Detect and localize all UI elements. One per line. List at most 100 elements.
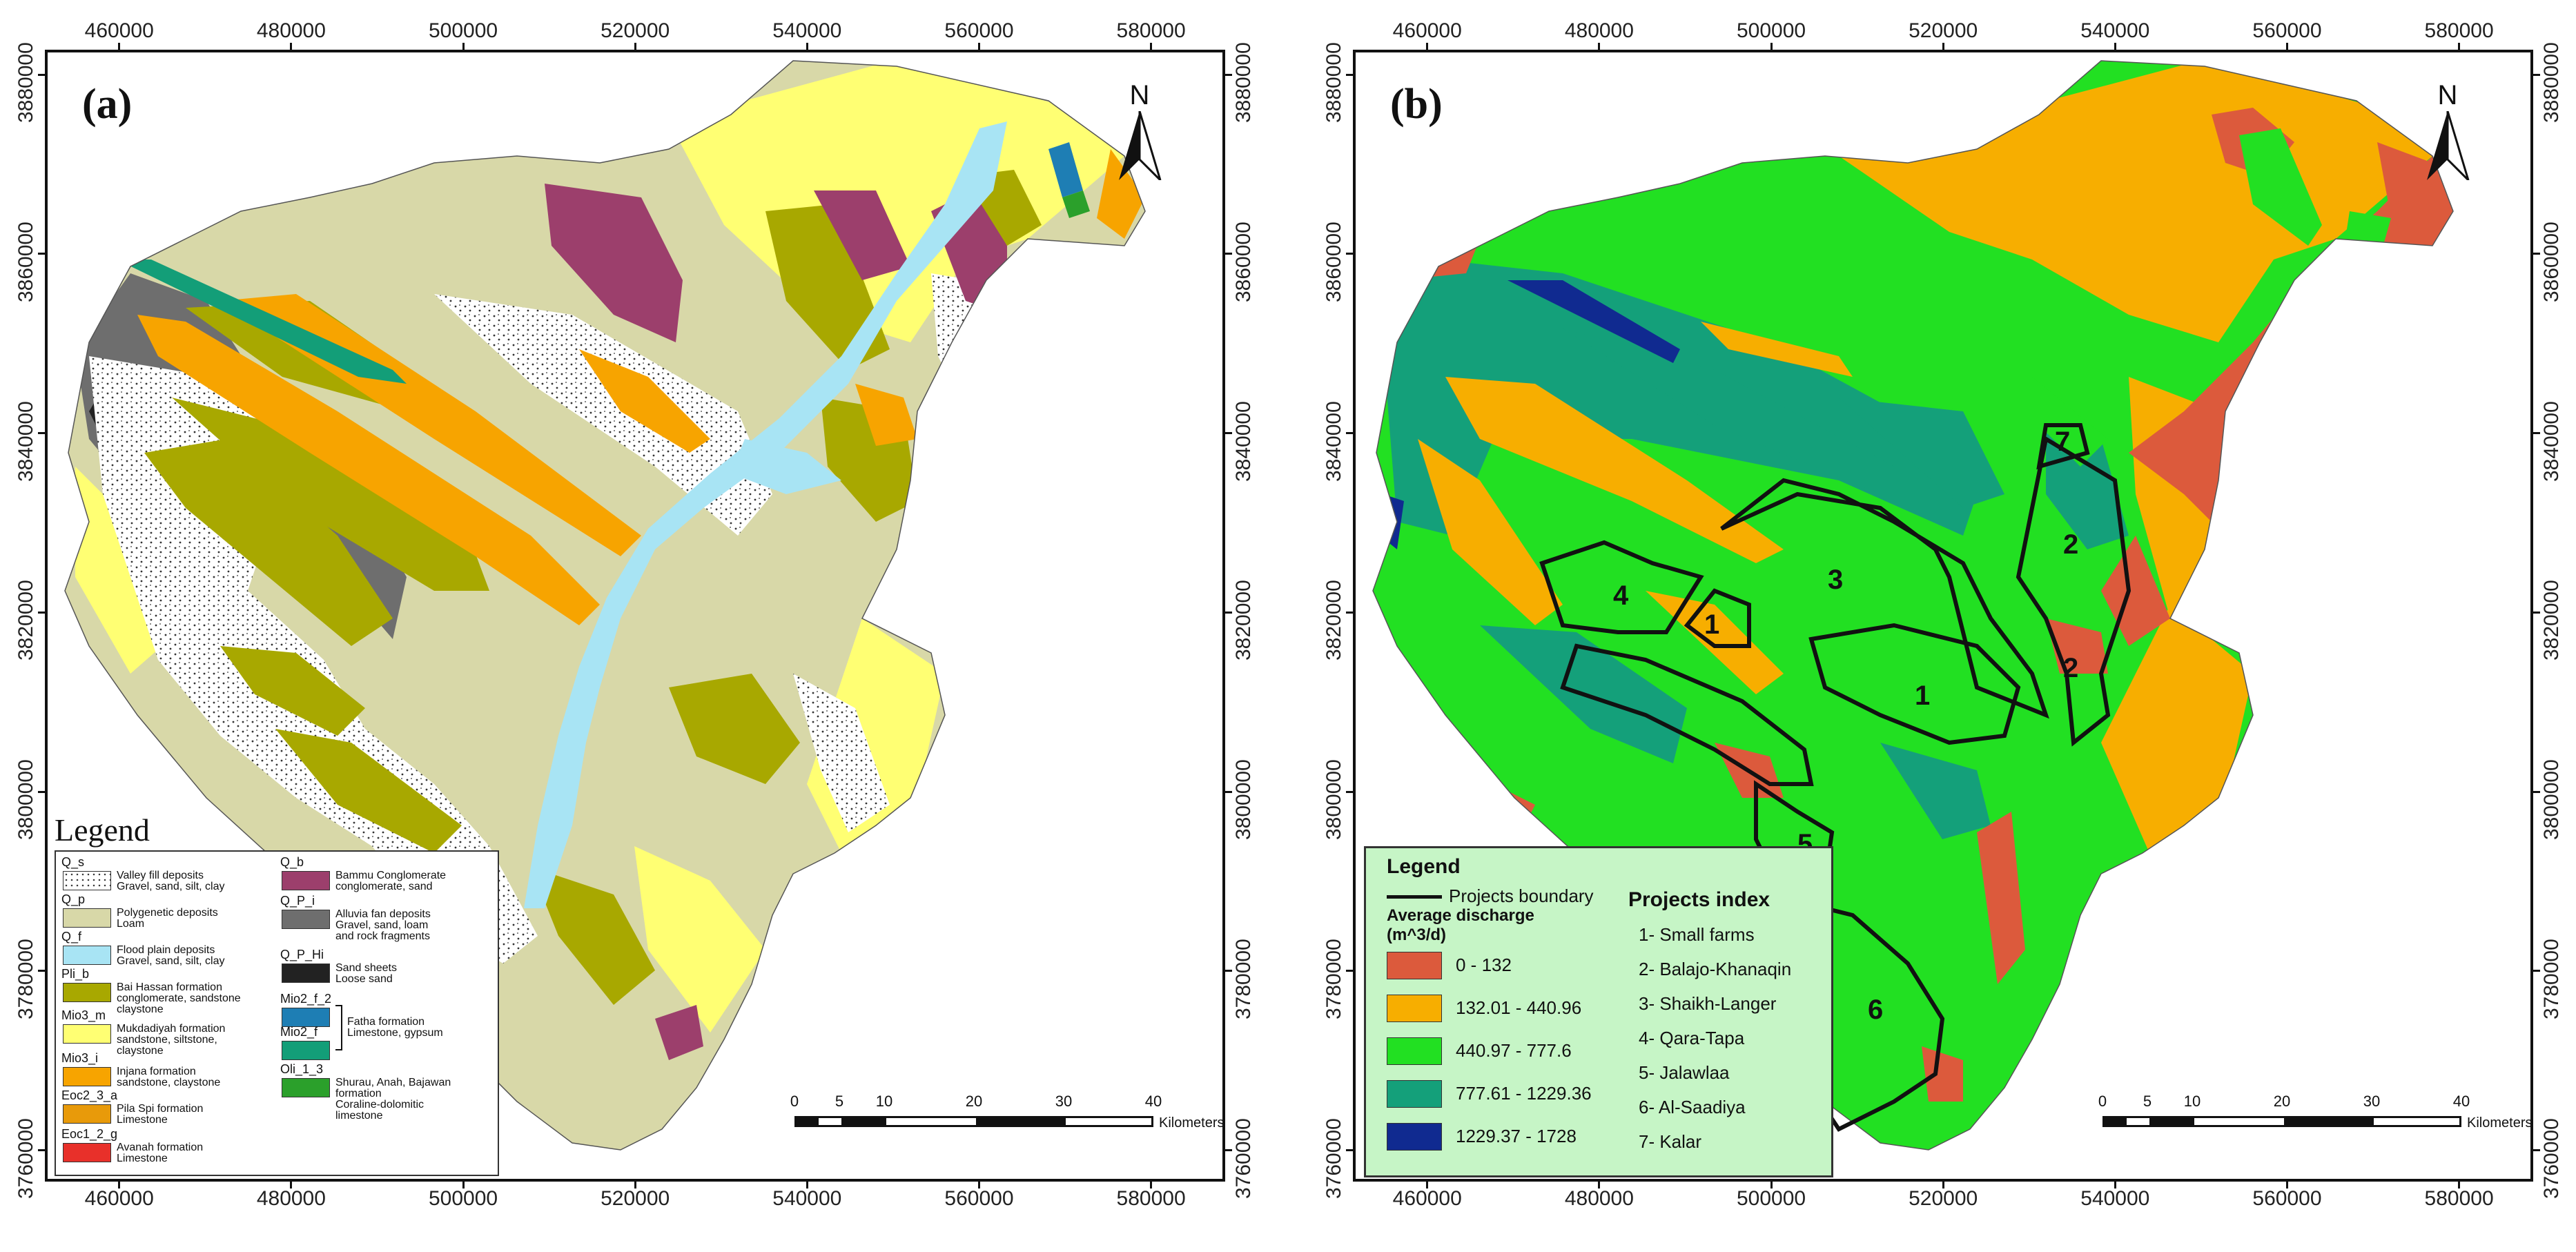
scale-unit: Kilometers [1159, 1115, 1224, 1131]
y-tick-label: 3800000 [1232, 759, 1255, 841]
map-panel-a: (a) N 0 5 10 20 30 40 Kilometers Legend … [45, 50, 1225, 1182]
x-tick [1150, 43, 1153, 50]
map-panel-b: 7 2 3 4 1 2 1 5 6 (b) N 0 5 10 20 30 40 [1353, 50, 2533, 1182]
legend-code: Mio3_i [61, 1051, 99, 1065]
y-tick [1346, 1149, 1353, 1152]
fatha-label: Fatha formation [347, 1016, 425, 1028]
projects-index-title: Projects index [1628, 888, 1770, 911]
y-tick [1346, 432, 1353, 435]
legend-b: Legend Projects boundary Average dischar… [1364, 846, 1833, 1177]
legend-swatch [282, 1008, 330, 1027]
x-tick-label: 560000 [2252, 19, 2322, 42]
x-tick [1426, 1182, 1429, 1189]
x-tick [118, 43, 121, 50]
legend-description: formation [335, 1088, 382, 1099]
x-tick [290, 43, 293, 50]
x-tick [2285, 1182, 2288, 1189]
project-map-label: 1 [1915, 681, 1930, 711]
boundary-line-label: Projects boundary [1449, 886, 1594, 906]
x-tick-label: 520000 [601, 1187, 670, 1210]
x-tick-label: 520000 [601, 19, 670, 42]
boundary-line-swatch [1387, 895, 1442, 899]
panel-a-letter: (a) [82, 81, 133, 128]
legend-swatch [63, 908, 111, 928]
discharge-class-label: 132.01 - 440.96 [1456, 997, 1582, 1018]
legend-code: Mio2_f [280, 1025, 318, 1039]
discharge-class: 440.97 - 777.6 [1387, 1037, 1690, 1065]
scale-unit: Kilometers [2467, 1115, 2533, 1131]
y-tick-label: 3800000 [1323, 759, 1345, 841]
legend-code: Q_P_i [280, 894, 315, 908]
x-tick [1770, 43, 1773, 50]
y-tick-label: 3760000 [2540, 1117, 2563, 1199]
discharge-class-label: 1229.37 - 1728 [1456, 1126, 1577, 1146]
y-tick [2533, 1149, 2540, 1152]
legend-swatch [282, 1041, 330, 1060]
scale-bar-graphic [2102, 1116, 2461, 1127]
legend-swatch [63, 1143, 111, 1162]
legend-a-title: Legend [55, 812, 150, 848]
y-tick [2533, 253, 2540, 255]
legend-swatch [63, 1104, 111, 1124]
y-tick [2533, 432, 2540, 435]
legend-description: conglomerate, sand [335, 881, 433, 892]
y-tick-label: 3860000 [1232, 222, 1255, 302]
y-tick [1346, 611, 1353, 614]
y-tick [1346, 73, 1353, 76]
y-tick [38, 1149, 45, 1152]
scale-label: 5 [2143, 1093, 2152, 1110]
legend-b-title: Legend [1387, 855, 1461, 878]
x-tick-label: 520000 [1909, 1187, 1978, 1210]
x-tick-label: 540000 [2080, 1187, 2150, 1210]
project-labels: 7 2 3 4 1 2 1 5 6 [1613, 427, 2078, 1025]
legend-code: Q_s [61, 855, 85, 869]
north-arrow: N [2420, 80, 2475, 190]
x-tick [634, 1182, 636, 1189]
legend-description: Alluvia fan deposits [335, 908, 431, 920]
legend-description: Polygenetic deposits [117, 907, 218, 919]
x-tick [1598, 43, 1601, 50]
x-tick-label: 580000 [1116, 1187, 1186, 1210]
y-tick [1346, 253, 1353, 255]
x-tick [977, 1182, 980, 1189]
discharge-class: 132.01 - 440.96 [1387, 995, 1690, 1022]
x-tick [2458, 1182, 2461, 1189]
y-tick-label: 3880000 [1232, 42, 1255, 124]
scale-bar: 0 5 10 20 30 40 Kilometers [790, 1093, 1222, 1141]
legend-code: Mio2_f_2 [280, 992, 332, 1006]
x-tick-label: 460000 [84, 19, 154, 42]
y-tick-label: 3840000 [2540, 400, 2563, 482]
legend-description: Injana formation [117, 1066, 196, 1077]
project-map-label: 6 [1868, 995, 1883, 1025]
x-tick [290, 1182, 293, 1189]
legend-description: limestone [335, 1110, 383, 1122]
scale-label: 0 [2098, 1093, 2107, 1110]
discharge-class-label: 440.97 - 777.6 [1456, 1040, 1572, 1061]
y-tick-label: 3800000 [14, 759, 37, 841]
discharge-title: Average discharge (m^3/d) [1387, 906, 1534, 945]
y-tick [38, 73, 45, 76]
scale-label: 10 [2183, 1093, 2201, 1110]
legend-code: Eoc1_2_g [61, 1127, 118, 1141]
y-tick [1225, 611, 1232, 614]
legend-swatch [63, 1067, 111, 1086]
legend-description: Bai Hassan formation [117, 981, 222, 993]
y-tick-label: 3800000 [2540, 759, 2563, 841]
discharge-swatch [1387, 995, 1442, 1022]
y-tick-label: 3760000 [1232, 1117, 1255, 1199]
project-map-label: 2 [2063, 529, 2078, 560]
legend-code: Mio3_m [61, 1008, 106, 1022]
x-tick-label: 580000 [2424, 1187, 2494, 1210]
legend-description: Limestone [117, 1153, 168, 1164]
x-tick [462, 1182, 465, 1189]
legend-description: Mukdadiyah formation [117, 1023, 226, 1035]
y-tick-label: 3880000 [2540, 42, 2563, 124]
project-index-item: 7- Kalar [1639, 1131, 1702, 1152]
project-map-label: 2 [2063, 653, 2078, 683]
y-tick-label: 3860000 [2540, 222, 2563, 302]
x-tick [1598, 1182, 1601, 1189]
x-tick-label: 500000 [1736, 1187, 1806, 1210]
scale-label: 40 [1144, 1093, 1162, 1110]
x-tick-label: 480000 [1564, 1187, 1634, 1210]
fatha-bracket [335, 1005, 342, 1050]
